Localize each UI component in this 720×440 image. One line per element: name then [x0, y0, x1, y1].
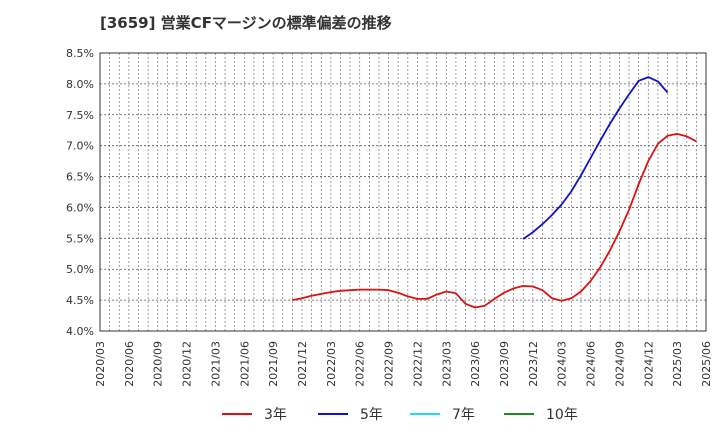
y-tick-label: 8.5% [66, 47, 94, 60]
y-tick-label: 5.0% [66, 263, 94, 276]
legend: 3年 5年 7年 10年 [222, 407, 578, 423]
x-tick-label: 2020/03 [94, 341, 107, 387]
x-tick-label: 2023/06 [469, 341, 482, 387]
y-tick-label: 7.5% [66, 109, 94, 122]
x-tick-label: 2021/12 [296, 341, 309, 387]
legend-item-1: 5年 [318, 407, 383, 423]
plot-area [99, 52, 707, 332]
x-tick-label: 2025/03 [671, 341, 684, 387]
x-tick-label: 2020/06 [123, 341, 136, 387]
legend-item-2: 7年 [410, 407, 475, 423]
y-tick-label: 4.5% [66, 294, 94, 307]
y-tick-label: 6.0% [66, 201, 94, 214]
x-tick-label: 2024/09 [613, 341, 626, 387]
legend-item-3: 10年 [504, 407, 578, 423]
x-tick-label: 2021/09 [267, 341, 280, 387]
x-tick-label: 2024/06 [585, 341, 598, 387]
x-tick-label: 2021/06 [238, 341, 251, 387]
x-axis: 2020/03 2020/06 2020/09 2020/12 2021/03 2021/… [94, 341, 713, 387]
legend-label: 10年 [546, 407, 578, 423]
legend-label: 3年 [264, 407, 287, 423]
y-tick-label: 6.5% [66, 171, 94, 184]
y-tick-label: 8.0% [66, 78, 94, 91]
x-tick-label: 2022/03 [325, 341, 338, 387]
x-tick-label: 2022/09 [383, 341, 396, 387]
y-tick-label: 4.0% [66, 325, 94, 338]
x-tick-label: 2025/06 [700, 341, 713, 387]
x-tick-label: 2022/12 [411, 341, 424, 387]
series-line-1 [522, 76, 669, 240]
legend-label: 7年 [452, 407, 475, 423]
x-tick-label: 2022/06 [354, 341, 367, 387]
x-tick-label: 2021/03 [209, 341, 222, 387]
plot-frame [99, 52, 707, 332]
x-tick-label: 2023/09 [498, 341, 511, 387]
grid [100, 53, 706, 331]
y-tick-label: 7.0% [66, 140, 94, 153]
x-tick-label: 2024/03 [556, 341, 569, 387]
x-tick-label: 2023/12 [527, 341, 540, 387]
x-tick-label: 2024/12 [642, 341, 655, 387]
x-tick-label: 2020/09 [152, 341, 165, 387]
y-tick-label: 5.5% [66, 232, 94, 245]
legend-item-0: 3年 [222, 407, 287, 423]
chart-title: [3659] 営業CFマージンの標準偏差の推移 [100, 14, 392, 32]
legend-label: 5年 [360, 407, 383, 423]
x-tick-label: 2020/12 [181, 341, 194, 387]
x-tick-label: 2023/03 [440, 341, 453, 387]
y-axis: 4.0% 4.5% 5.0% 5.5% 6.0% 6.5% 7.0% 7.5% 8.0% 8.5% [66, 47, 94, 338]
series-line-0 [292, 132, 697, 309]
